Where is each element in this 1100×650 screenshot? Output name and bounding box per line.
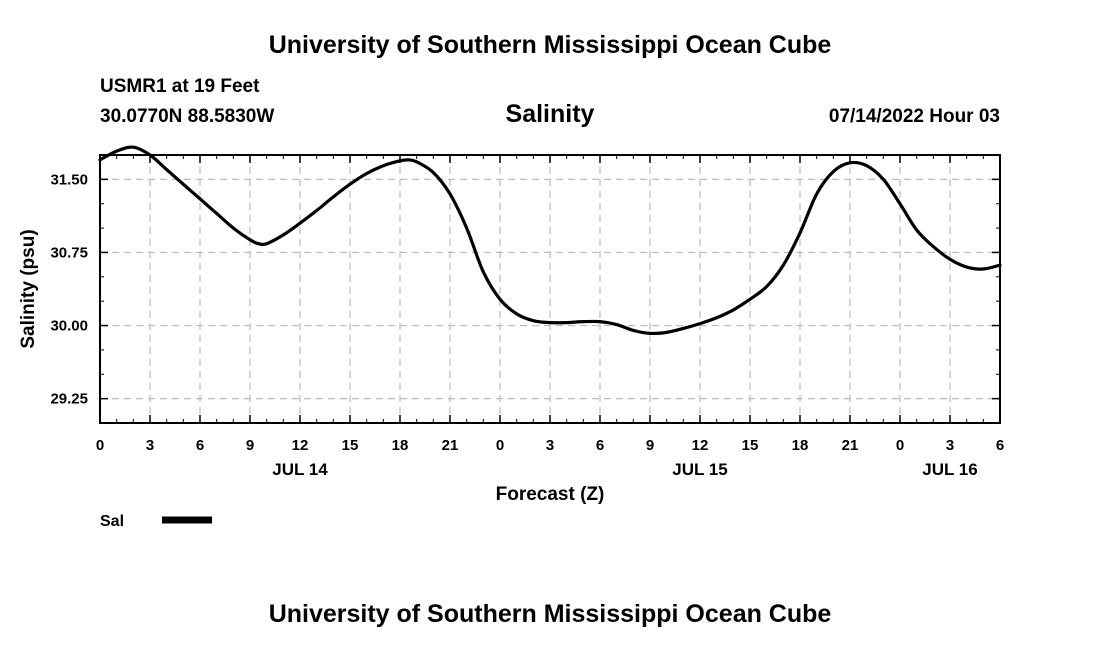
x-tick-label: 15 xyxy=(742,437,759,454)
plot-frame xyxy=(99,154,1001,424)
datetime-label: 07/14/2022 Hour 03 xyxy=(828,106,1000,127)
x-tick-label: 12 xyxy=(692,437,709,454)
x-tick-label: 6 xyxy=(196,437,204,454)
x-tick-label: 6 xyxy=(596,437,604,454)
series-line-sal xyxy=(98,145,1002,336)
salinity-chart: 0 3 6 9 12 15 18 21 0 3 6 9 12 15 18 21 0 3 6 JUL 14 JUL 15 J… xyxy=(18,145,1004,530)
legend-label: Sal xyxy=(100,513,124,530)
x-tick-label: 3 xyxy=(946,437,954,454)
x-tick-label: 21 xyxy=(442,437,459,454)
date-label: JUL 15 xyxy=(672,460,727,479)
x-tick-label: 12 xyxy=(292,437,309,454)
x-tick-label: 3 xyxy=(146,437,154,454)
chart-title: Salinity xyxy=(505,100,595,128)
footer-title: University of Southern Mississippi Ocean… xyxy=(268,600,832,628)
x-tick-label: 15 xyxy=(342,437,359,454)
x-tick-label: 0 xyxy=(496,437,504,454)
x-tick-label: 0 xyxy=(96,437,104,454)
y-axis-label: Salinity (psu) xyxy=(18,229,39,348)
y-tick-label: 30.00 xyxy=(50,318,88,335)
x-tick-label: 6 xyxy=(996,437,1004,454)
x-axis-label: Forecast (Z) xyxy=(496,484,605,505)
x-tick-label: 9 xyxy=(246,437,254,454)
y-tick-label: 30.75 xyxy=(50,244,88,261)
date-label: JUL 16 xyxy=(922,460,977,479)
x-tick-label: 18 xyxy=(792,437,809,454)
series-layer xyxy=(98,145,1002,336)
x-tick-label: 21 xyxy=(842,437,859,454)
x-tick-label: 9 xyxy=(646,437,654,454)
coordinates-label: 30.0770N 88.5830W xyxy=(100,106,275,127)
x-tick-label: 18 xyxy=(392,437,409,454)
date-label: JUL 14 xyxy=(272,460,328,479)
grid-lines xyxy=(100,155,1000,423)
y-tick-label: 29.25 xyxy=(50,391,88,408)
x-tick-label: 0 xyxy=(896,437,904,454)
station-label: USMR1 at 19 Feet xyxy=(100,76,260,97)
x-tick-label: 3 xyxy=(546,437,554,454)
y-tick-label: 31.50 xyxy=(50,171,88,188)
legend: Sal xyxy=(100,513,212,530)
page-title: University of Southern Mississippi Ocean… xyxy=(268,31,832,59)
axes: 0 3 6 9 12 15 18 21 0 3 6 9 12 15 18 21 0 3 6 JUL 14 JUL 15 J… xyxy=(50,154,1004,479)
